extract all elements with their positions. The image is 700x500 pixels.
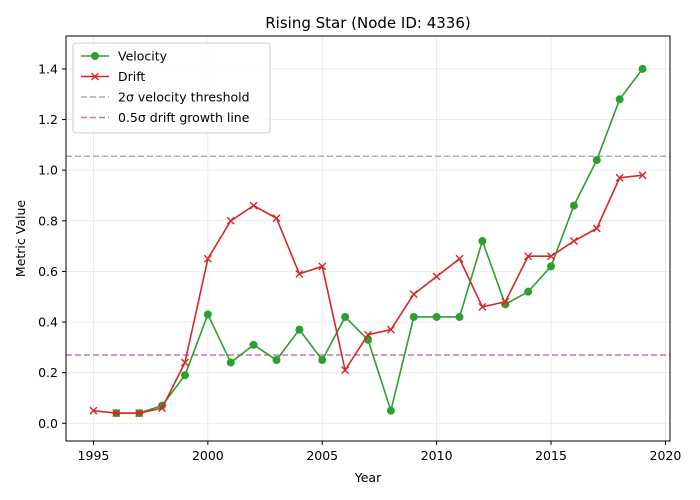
data-point	[203, 254, 212, 263]
grid	[66, 36, 670, 441]
x-axis-ticks: 1995 2000 2005 2010 2015 2020	[78, 441, 682, 463]
data-point	[272, 356, 281, 364]
data-point	[478, 302, 487, 311]
x-tick-label: 1995	[78, 448, 110, 463]
x-tick-label: 2010	[421, 448, 453, 463]
data-point	[272, 214, 281, 223]
y-tick-label: 1.2	[38, 112, 58, 127]
data-point	[615, 173, 624, 182]
y-tick-label: 0.2	[38, 365, 58, 380]
data-point	[455, 312, 464, 321]
data-point	[158, 404, 167, 413]
chart-title: Rising Star (Node ID: 4336)	[265, 14, 471, 32]
y-tick-label: 0.0	[38, 416, 58, 431]
data-point	[409, 312, 418, 321]
data-point	[615, 95, 624, 104]
data-point	[432, 272, 441, 281]
data-point	[638, 171, 647, 180]
series-velocity	[112, 64, 647, 418]
data-point	[226, 216, 235, 225]
data-point	[478, 237, 487, 246]
data-point	[501, 297, 510, 306]
data-point	[547, 252, 556, 261]
series	[89, 64, 647, 418]
data-point	[341, 312, 350, 321]
legend-box	[72, 42, 271, 134]
y-tick-label: 0.8	[38, 213, 58, 228]
data-point	[386, 325, 395, 334]
data-point	[226, 358, 235, 367]
y-axis-ticks: 0.0 0.2 0.4 0.6 0.8 1.0 1.2 1.4	[38, 61, 66, 431]
x-axis-label: Year	[354, 470, 382, 485]
data-point	[386, 406, 395, 415]
y-axis-label: Metric Value	[13, 200, 28, 277]
legend-label: Velocity	[118, 49, 168, 64]
data-point	[592, 224, 601, 233]
y-tick-label: 1.4	[38, 61, 58, 76]
plot-frame	[65, 35, 671, 442]
data-point	[341, 366, 350, 375]
y-tick-label: 0.4	[38, 315, 58, 330]
data-point	[203, 310, 212, 319]
y-tick-label: 0.6	[38, 264, 58, 279]
legend-label: 2σ velocity threshold	[118, 90, 250, 105]
x-tick-label: 2020	[650, 448, 682, 463]
data-point	[409, 290, 418, 299]
data-point	[89, 406, 98, 415]
data-point	[249, 201, 258, 210]
data-point	[569, 201, 578, 210]
data-point	[547, 262, 556, 271]
data-point	[135, 409, 144, 418]
x-tick-label: 2015	[535, 448, 567, 463]
data-point	[318, 262, 327, 271]
series-drift	[89, 171, 647, 418]
data-point	[249, 340, 258, 349]
legend-marker	[91, 72, 99, 81]
legend: Velocity Drift 2σ velocity threshold 0.5σ d…	[72, 42, 271, 134]
legend-label: 0.5σ drift growth line	[118, 110, 250, 125]
data-point	[524, 287, 533, 296]
legend-label: Drift	[118, 69, 145, 84]
reference-lines	[66, 155, 670, 356]
data-point	[569, 237, 578, 246]
legend-marker	[91, 52, 99, 60]
data-point	[638, 64, 647, 73]
data-point	[295, 325, 304, 334]
y-tick-label: 1.0	[38, 163, 58, 178]
data-point	[318, 356, 327, 364]
data-point	[112, 409, 121, 418]
data-point	[592, 156, 601, 165]
data-point	[524, 252, 533, 261]
data-point	[295, 269, 304, 278]
data-point	[432, 312, 441, 321]
data-point	[180, 371, 189, 380]
x-tick-label: 2000	[192, 448, 224, 463]
series-line	[93, 174, 643, 414]
x-tick-label: 2005	[306, 448, 338, 463]
data-point	[364, 330, 372, 339]
data-point	[455, 254, 464, 263]
data-point	[180, 358, 189, 367]
series-line	[116, 68, 644, 414]
